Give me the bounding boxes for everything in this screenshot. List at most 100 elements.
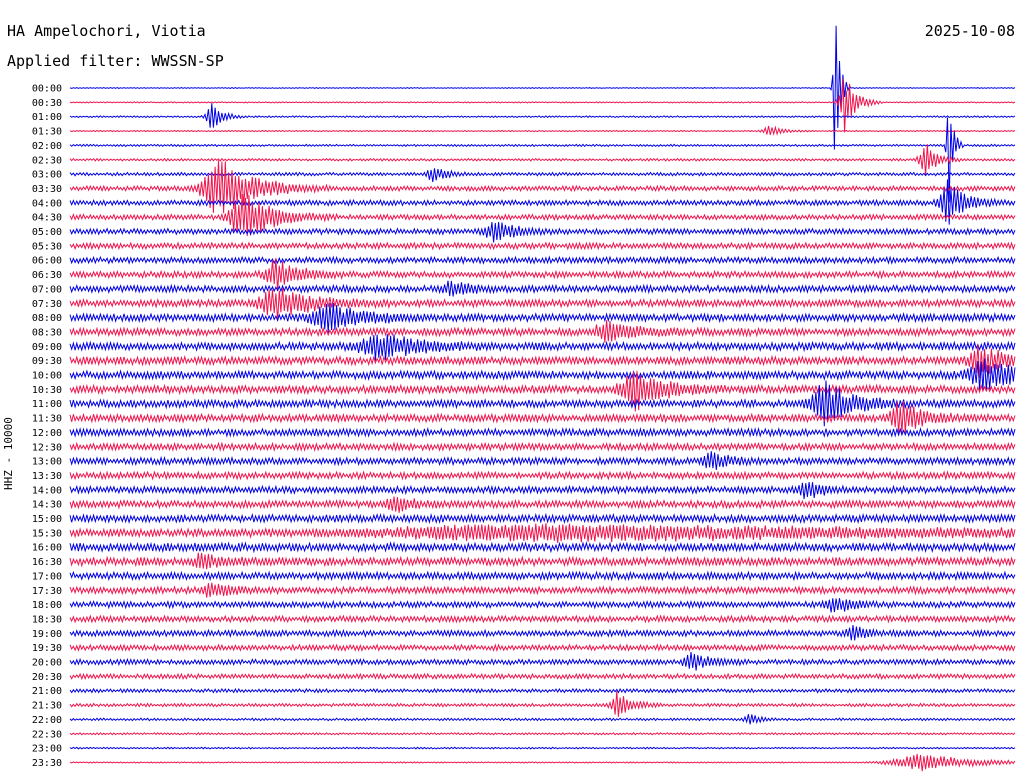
row-time-label: 10:30 (32, 385, 62, 396)
row-time-label: 16:30 (32, 557, 62, 568)
seismogram-trace-1900 (69, 625, 1016, 641)
seismogram-trace-2130 (69, 690, 1016, 717)
row-time-label: 16:00 (32, 543, 62, 554)
row-time-label: 23:30 (32, 758, 62, 769)
row-time-label: 20:00 (32, 658, 62, 669)
seismogram-trace-0200 (69, 117, 1016, 203)
row-time-label: 22:00 (32, 715, 62, 726)
seismogram-trace-1430 (69, 496, 1016, 513)
seismogram-trace-1600 (69, 541, 1016, 554)
row-time-label: 23:00 (32, 744, 62, 755)
row-time-label: 00:30 (32, 98, 62, 109)
seismogram-trace-0400 (69, 179, 1016, 225)
seismogram-trace-1400 (69, 481, 1016, 500)
seismogram-trace-2230 (69, 732, 1016, 736)
seismogram-trace-0630 (69, 258, 1016, 291)
row-time-label: 07:30 (32, 299, 62, 310)
row-time-label: 08:00 (32, 313, 62, 324)
seismogram-trace-0100 (69, 103, 1016, 128)
row-time-label: 19:00 (32, 629, 62, 640)
row-time-label: 05:30 (32, 241, 62, 252)
seismogram-trace-0000 (69, 25, 1016, 150)
seismogram-trace-1100 (69, 380, 1016, 427)
row-time-label: 03:00 (32, 170, 62, 181)
row-time-label: 15:30 (32, 528, 62, 539)
station-title: HA Ampelochori, Viotia (7, 22, 206, 40)
seismogram-trace-0530 (69, 241, 1016, 251)
row-time-label: 09:00 (32, 342, 62, 353)
seismogram-trace-2330 (69, 753, 1016, 772)
date-label: 2025-10-08 (924, 22, 1015, 40)
seismogram-trace-0930 (69, 344, 1016, 379)
row-time-label: 14:00 (32, 485, 62, 496)
seismogram-trace-1530 (69, 523, 1016, 544)
row-time-label: 19:30 (32, 643, 62, 654)
seismogram-trace-0900 (69, 334, 1016, 361)
seismogram-trace-0330 (69, 160, 1016, 214)
seismogram-trace-1030 (69, 370, 1016, 412)
seismogram-trace-1830 (69, 614, 1016, 624)
row-time-label: 07:00 (32, 284, 62, 295)
row-time-label: 09:30 (32, 356, 62, 367)
seismogram-trace-1130 (69, 401, 1016, 434)
seismogram-trace-1300 (69, 451, 1016, 471)
row-time-label: 03:30 (32, 184, 62, 195)
seismogram-trace-2100 (69, 687, 1016, 694)
seismogram-trace-0300 (69, 168, 1016, 183)
row-time-label: 20:30 (32, 672, 62, 683)
row-time-label: 10:00 (32, 371, 62, 382)
seismogram-trace-1700 (69, 570, 1016, 582)
row-time-label: 14:30 (32, 500, 62, 511)
row-time-label: 13:00 (32, 457, 62, 468)
seismogram-trace-1330 (69, 470, 1016, 481)
row-time-label: 00:00 (32, 84, 62, 95)
row-time-label: 04:30 (32, 213, 62, 224)
seismogram-trace-0430 (69, 194, 1016, 237)
row-time-label: 21:00 (32, 686, 62, 697)
seismogram-trace-1930 (69, 643, 1016, 653)
seismogram-trace-0800 (69, 302, 1016, 334)
seismogram-trace-0500 (69, 221, 1016, 243)
seismogram-trace-2200 (69, 714, 1016, 725)
row-time-label: 11:30 (32, 414, 62, 425)
seismogram-trace-1500 (69, 512, 1016, 525)
row-time-label: 12:00 (32, 428, 62, 439)
seismogram-trace-0130 (69, 125, 1016, 136)
row-time-label: 18:00 (32, 600, 62, 611)
row-time-label: 05:00 (32, 227, 62, 238)
seismogram-trace-2300 (69, 746, 1016, 750)
row-time-label: 22:30 (32, 729, 62, 740)
row-time-label: 06:30 (32, 270, 62, 281)
row-time-label: 02:30 (32, 155, 62, 166)
seismogram-trace-2000 (69, 651, 1016, 671)
row-time-label: 11:00 (32, 399, 62, 410)
row-time-label: 08:30 (32, 327, 62, 338)
row-time-label: 06:00 (32, 256, 62, 267)
seismogram-trace-0730 (69, 287, 1016, 322)
row-time-label: 17:30 (32, 586, 62, 597)
row-time-label: 12:30 (32, 442, 62, 453)
row-time-label: 18:30 (32, 614, 62, 625)
seismogram-trace-1630 (69, 552, 1016, 570)
seismogram-trace-0030 (69, 78, 1016, 133)
row-time-label: 15:00 (32, 514, 62, 525)
seismogram-trace-0700 (69, 280, 1016, 297)
seismogram-trace-1000 (69, 358, 1016, 392)
row-time-label: 01:00 (32, 112, 62, 123)
seismogram-trace-1200 (69, 426, 1016, 438)
row-time-label: 02:00 (32, 141, 62, 152)
row-time-label: 13:30 (32, 471, 62, 482)
seismogram-trace-0830 (69, 320, 1016, 343)
row-time-label: 21:30 (32, 701, 62, 712)
seismogram-trace-1230 (69, 441, 1016, 453)
row-time-label: 17:00 (32, 571, 62, 582)
seismogram-trace-1800 (69, 598, 1016, 613)
filter-label: Applied filter: WWSSN-SP (7, 52, 224, 70)
row-time-label: 04:00 (32, 198, 62, 209)
seismogram-trace-0600 (69, 255, 1016, 265)
seismogram-trace-2030 (69, 672, 1016, 681)
row-time-label: 01:30 (32, 127, 62, 138)
seismogram-trace-0230 (69, 144, 1016, 177)
seismogram-trace-1730 (69, 582, 1016, 598)
